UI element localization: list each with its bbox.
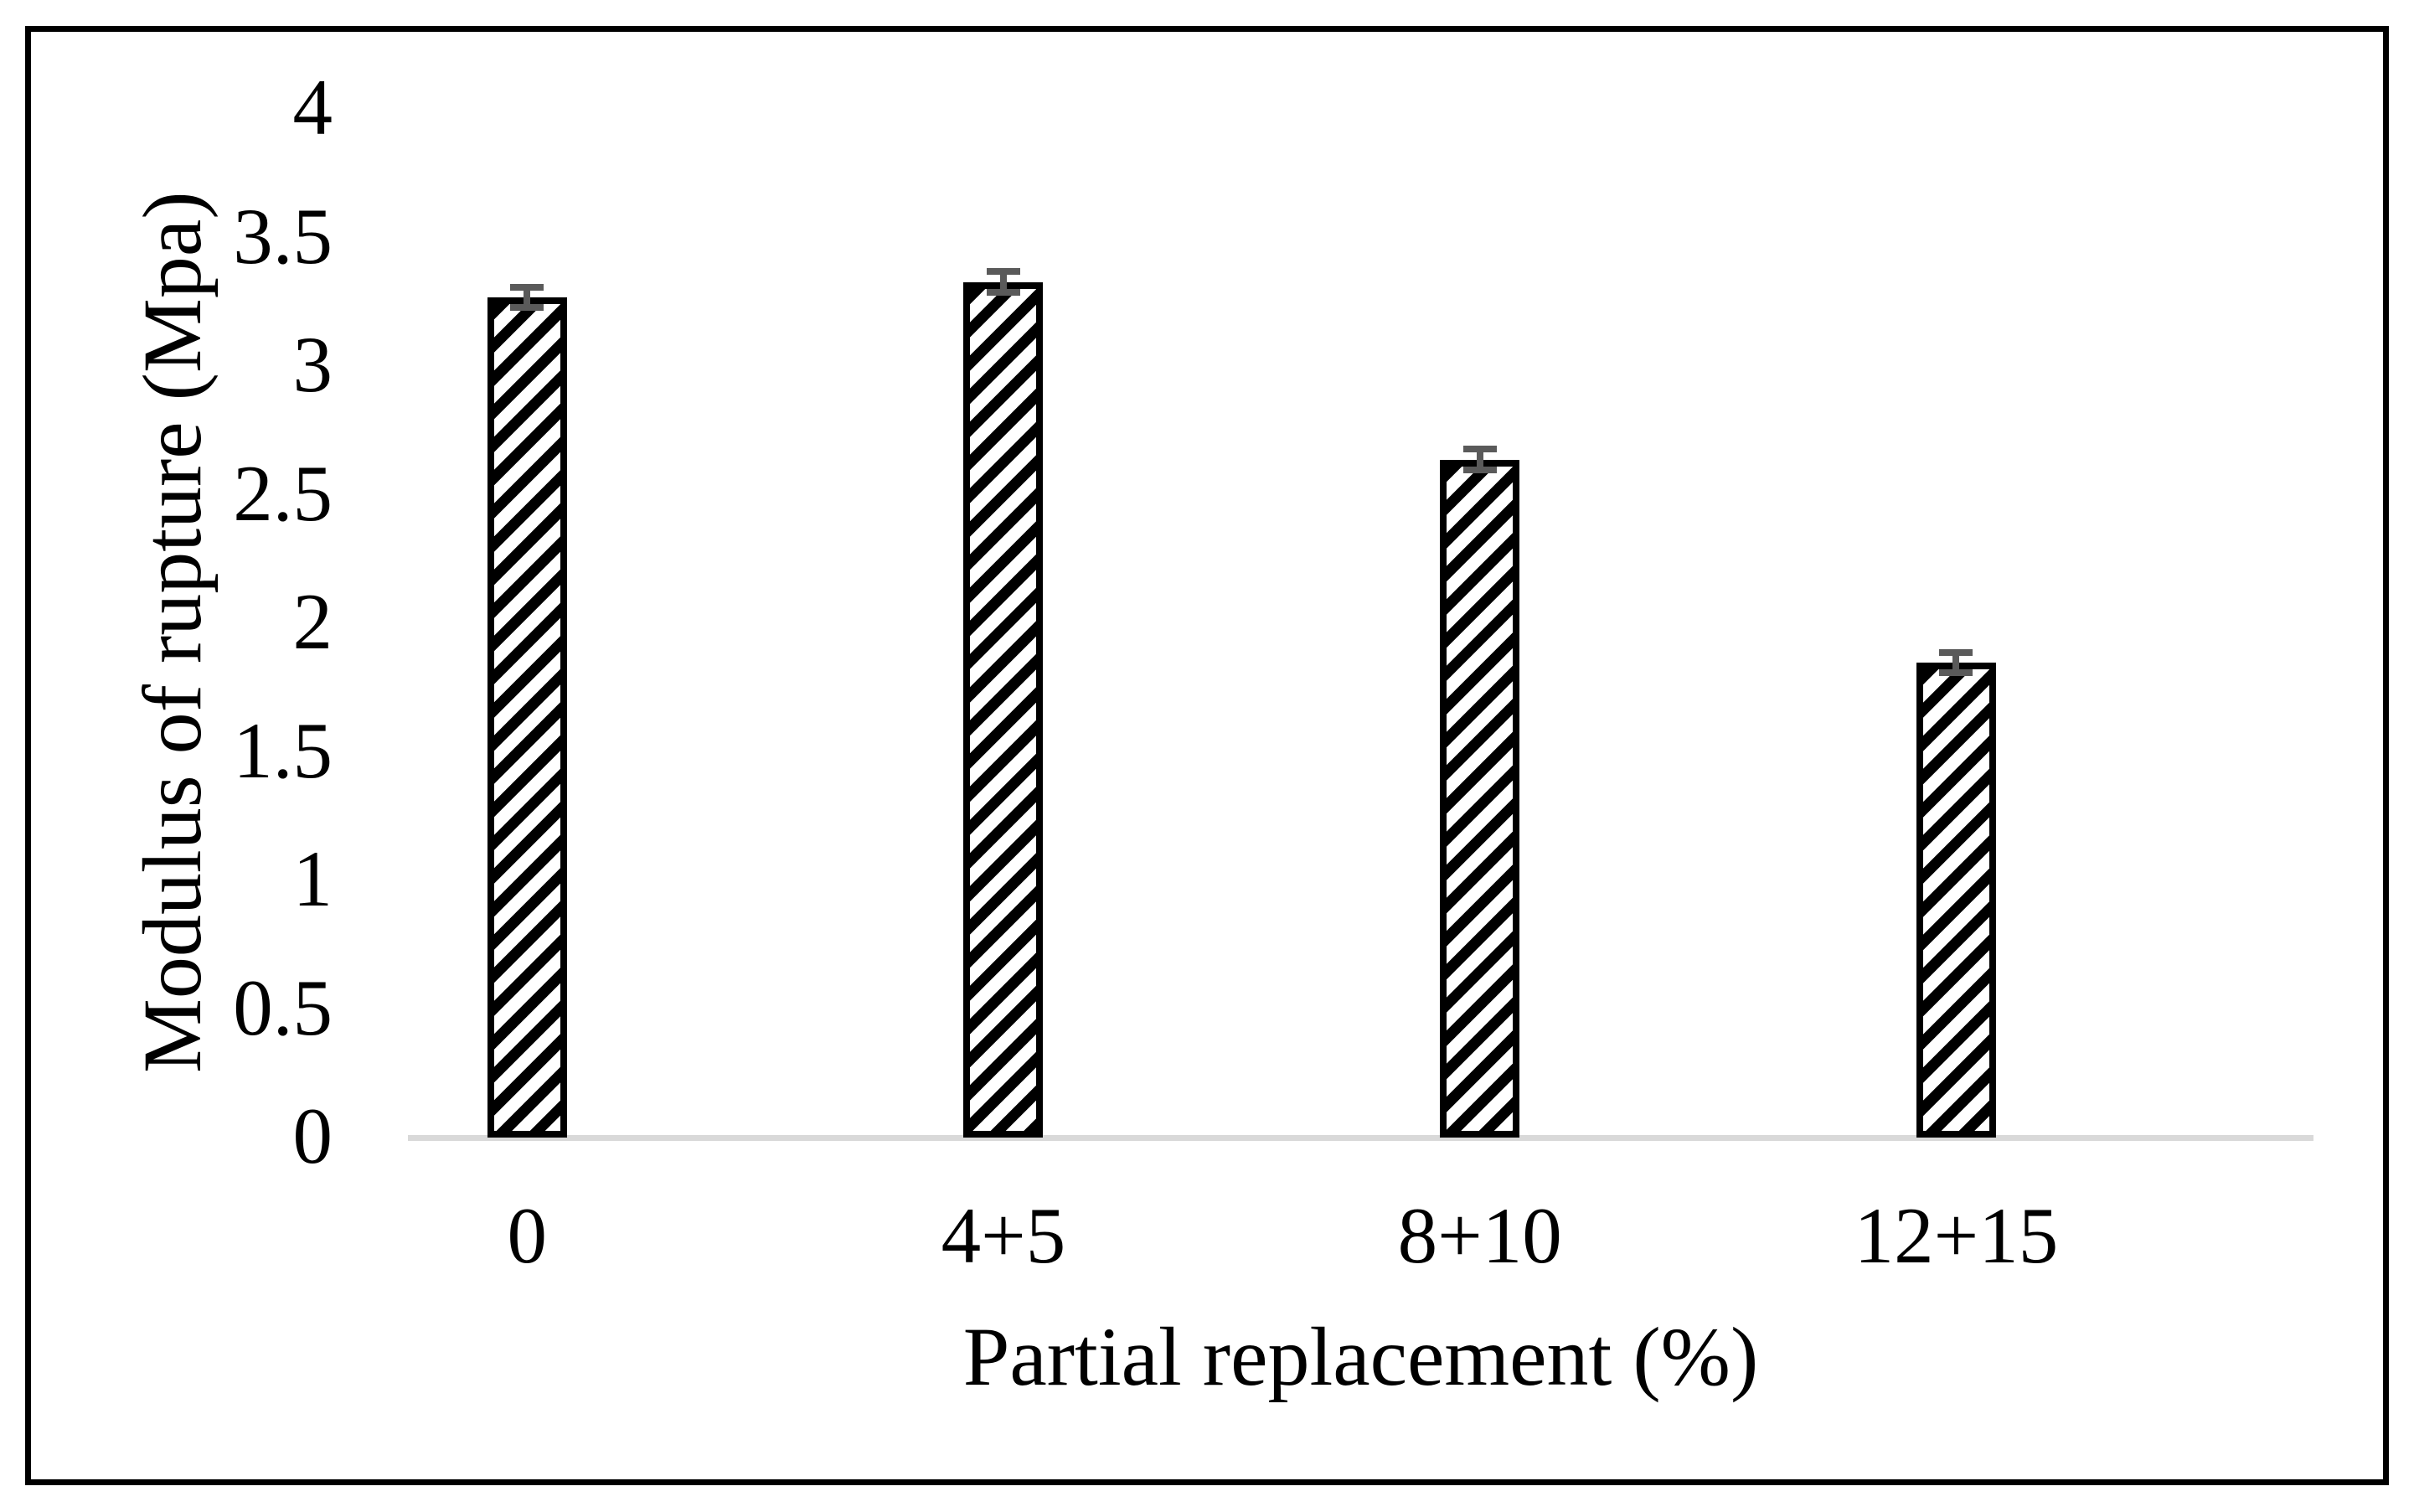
error-bar-bottom-cap-0 [510,304,544,312]
bar-series-8+10 [1440,459,1520,1138]
error-bar-whisker-8+10 [1476,449,1483,470]
error-bar-top-cap-0 [510,283,544,291]
x-axis-title: Partial replacement (%) [962,1310,1759,1403]
x-category-label-0: 0 [507,1191,547,1280]
error-bar-bottom-cap-8+10 [1462,466,1497,473]
error-bar-top-cap-12+15 [1939,648,1973,656]
bar-series-0 [487,297,567,1138]
y-tick-label-2: 2 [292,577,333,666]
x-axis-baseline [408,1135,2313,1141]
error-bar-top-cap-8+10 [1462,446,1497,453]
y-tick-label-3: 3 [292,320,333,409]
error-bar-bottom-cap-12+15 [1939,669,1973,677]
y-axis-title: Modulus of rupture (Mpa) [126,191,219,1074]
bar-series-12+15 [1916,663,1996,1138]
y-tick-label-0: 0 [292,1091,333,1180]
y-tick-label-1: 1 [292,834,333,923]
error-bar-whisker-0 [524,286,531,308]
y-tick-label-4: 4 [292,63,333,152]
y-tick-label-2.5: 2.5 [233,448,333,538]
chart-frame-border [25,26,2389,1485]
error-bar-whisker-12+15 [1952,652,1960,673]
error-bar-top-cap-4+5 [986,268,1020,276]
bar-series-4+5 [963,281,1044,1138]
x-category-label-8+10: 8+10 [1397,1191,1562,1280]
y-tick-label-3.5: 3.5 [233,191,333,281]
x-category-label-12+15: 12+15 [1854,1191,2059,1280]
y-tick-label-1.5: 1.5 [233,705,333,795]
error-bar-bottom-cap-4+5 [986,289,1020,297]
y-tick-label-0.5: 0.5 [233,962,333,1052]
error-bar-whisker-4+5 [999,271,1007,293]
x-category-label-4+5: 4+5 [941,1191,1066,1280]
